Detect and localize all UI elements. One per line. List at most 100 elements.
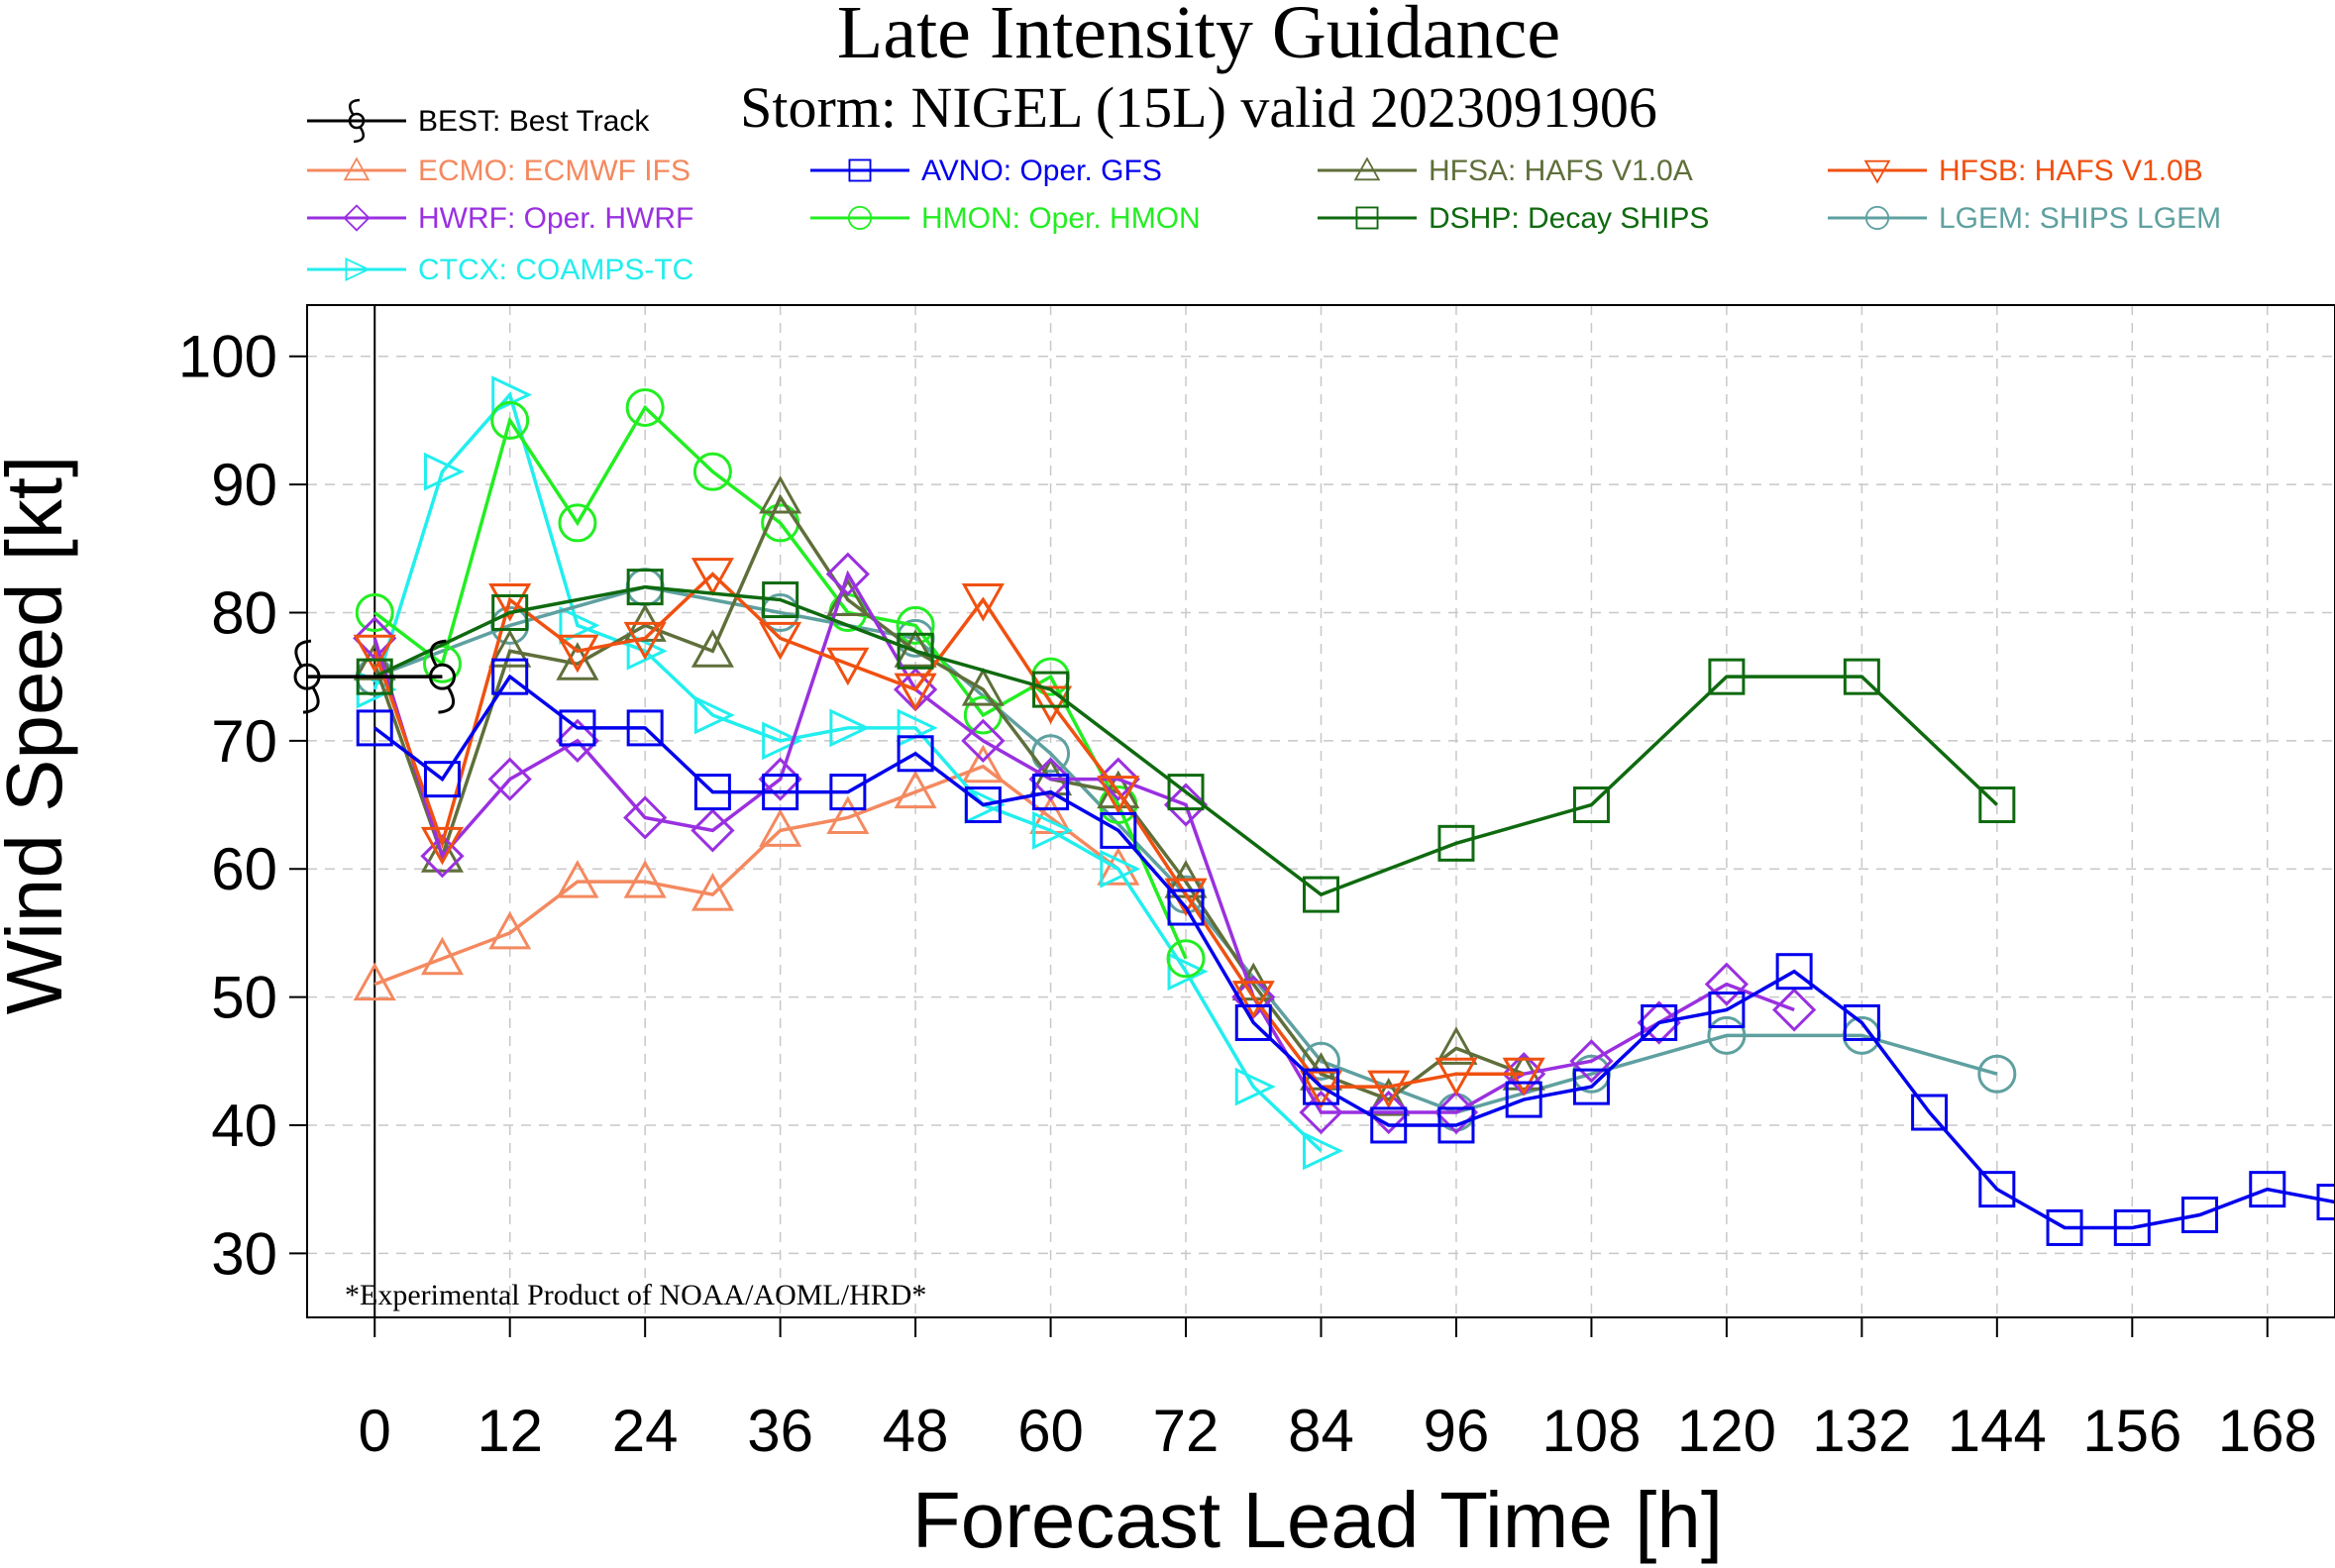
data-point-hfsa — [961, 668, 1005, 706]
x-tick-label: 96 — [1424, 1398, 1490, 1464]
x-tick-label: 48 — [883, 1398, 949, 1464]
data-point-avno — [2316, 1184, 2335, 1221]
x-tick-label: 60 — [1017, 1398, 1084, 1464]
legend-entry-hfsb: HFSB: HAFS V1.0B — [1828, 155, 2203, 187]
data-point-lgem — [1977, 1054, 2017, 1094]
data-point-avno — [897, 735, 934, 773]
data-point-ctcx — [1167, 952, 1209, 992]
data-point-hmon — [355, 592, 394, 632]
legend-marker-hfsb — [1863, 159, 1891, 184]
data-point-hwrf — [420, 834, 465, 879]
legend-entry-ecmo: ECMO: ECMWF IFS — [307, 155, 690, 187]
legend-entry-dshp: DSHP: Decay SHIPS — [1318, 202, 1709, 235]
y-tick-label: 50 — [211, 965, 277, 1031]
y-tick-label: 60 — [211, 836, 277, 902]
data-point-hfsb — [1367, 1070, 1411, 1109]
data-point-hfsa — [1367, 1078, 1411, 1116]
x-tick-label: 108 — [1541, 1398, 1641, 1464]
data-point-lgem — [1707, 1015, 1747, 1055]
data-point-hfsb — [961, 583, 1005, 622]
y-tick-label: 70 — [211, 708, 277, 775]
data-point-hwrf — [1637, 1000, 1681, 1045]
data-point-ctcx — [423, 452, 465, 491]
data-point-dshp — [1708, 658, 1746, 695]
series-avno — [356, 658, 2335, 1246]
data-point-hfsa — [353, 642, 396, 680]
data-point-ecmo — [1097, 847, 1140, 886]
x-tick-label: 36 — [747, 1398, 813, 1464]
legend-marker-lgem — [1864, 205, 1890, 231]
legend-marker-hfsa — [1353, 157, 1381, 181]
data-point-hfsb — [420, 826, 465, 866]
legend-label-hfsa: HFSA: HAFS V1.0A — [1429, 155, 1693, 187]
data-point-dshp — [626, 569, 664, 606]
data-point-ecmo — [961, 744, 1005, 784]
data-point-hfsb — [1231, 981, 1275, 1019]
data-point-avno — [1505, 1081, 1542, 1118]
data-point-hfsb — [556, 634, 599, 674]
data-point-ctcx — [626, 631, 668, 671]
data-point-hwrf — [1163, 783, 1209, 827]
data-point-hfsa — [556, 642, 599, 680]
series-line-ctcx — [372, 391, 1323, 1153]
data-point-hwrf — [487, 757, 532, 801]
data-point-hfsb — [690, 558, 734, 596]
legend-entry-ctcx: CTCX: COAMPS-TC — [307, 254, 693, 286]
data-point-ctcx — [1032, 811, 1074, 850]
data-point-hfsa — [1029, 757, 1073, 796]
data-point-avno — [1303, 1068, 1339, 1105]
data-point-hwrf — [690, 808, 735, 853]
x-tick-label: 144 — [1948, 1398, 2047, 1464]
data-point-hfsb — [1434, 1057, 1478, 1097]
data-point-avno — [2249, 1171, 2286, 1208]
legend-entry-best: BEST: Best Track — [307, 98, 650, 144]
data-point-avno — [2181, 1197, 2219, 1234]
data-point-hmon — [1166, 939, 1206, 979]
legend-entry-hwrf: HWRF: Oper. HWRF — [307, 202, 693, 235]
data-point-ecmo — [623, 860, 667, 898]
chart-title: Late Intensity Guidance — [837, 0, 1560, 74]
data-point-dshp — [1572, 786, 1610, 824]
x-axis: 0 12 24 36 48 60 72 84 96 108 120 132 144 156 168 — [359, 1317, 2317, 1464]
legend-marker — [1864, 205, 1890, 231]
legend-label-hmon: HMON: Oper. HMON — [921, 202, 1201, 235]
legend-marker — [1863, 159, 1891, 184]
data-point-hwrf — [353, 616, 397, 661]
data-point-dshp — [897, 632, 934, 670]
series-line-hmon — [373, 404, 1188, 960]
data-point-hfsa — [488, 629, 532, 668]
y-axis: 30 40 50 60 70 80 90 100 — [178, 324, 307, 1287]
data-point-dshp — [1303, 876, 1339, 913]
data-point-hfsa — [420, 834, 465, 873]
data-point-ctcx — [1100, 849, 1141, 889]
legend-label-ctcx: CTCX: COAMPS-TC — [418, 254, 693, 286]
data-point-ecmo — [420, 936, 465, 976]
legend-label-avno: AVNO: Oper. GFS — [921, 155, 1162, 187]
data-point-hwrf — [961, 718, 1006, 763]
data-point-hfsb — [1029, 685, 1073, 725]
data-point-avno — [1572, 1068, 1610, 1105]
legend-marker — [345, 257, 371, 282]
data-point-hmon — [490, 400, 530, 440]
data-point-dshp — [491, 593, 529, 631]
legend-marker-avno — [848, 158, 872, 182]
series-best — [293, 639, 456, 714]
data-point-hwrf — [1704, 962, 1750, 1006]
chart-subtitle: Storm: NIGEL (15L) valid 2023091906 — [740, 75, 1657, 140]
data-point-avno — [1641, 1003, 1678, 1041]
data-point-avno — [1437, 1106, 1475, 1144]
y-tick-label: 90 — [211, 452, 277, 518]
data-point-hwrf — [555, 718, 600, 763]
series-ecmo — [353, 744, 1140, 1001]
y-tick-label: 100 — [178, 324, 277, 390]
data-point-hmon — [558, 503, 597, 543]
data-point-ctcx — [1234, 1067, 1276, 1106]
legend-marker — [848, 158, 872, 182]
data-point-avno — [964, 786, 1002, 824]
legend: BEST: Best Track ECMO: ECMWF IFS AVNO: Ope… — [307, 98, 2221, 286]
legend-label-ecmo: ECMO: ECMWF IFS — [418, 155, 690, 187]
data-point-hfsa — [690, 629, 734, 668]
data-point-hfsb — [826, 647, 870, 686]
data-point-dshp — [1437, 824, 1475, 862]
